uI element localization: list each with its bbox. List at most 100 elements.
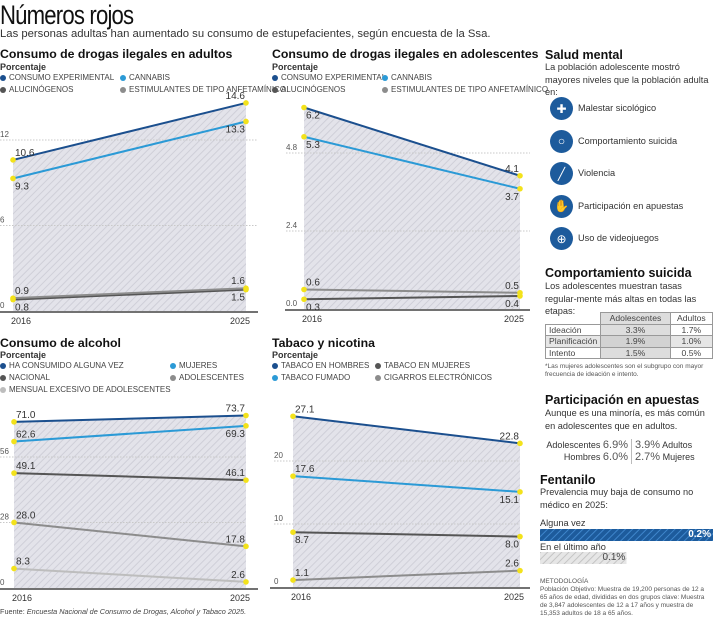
source-text: Encuesta Nacional de Consumo de Drogas, …	[26, 607, 247, 616]
fentanyl-bar-ever-track: 0.2%	[540, 529, 713, 541]
data-label: 0.3	[306, 302, 320, 313]
fentanyl-bar-value: 0.1%	[602, 552, 626, 563]
series-line	[12, 287, 247, 300]
betting-divider	[631, 439, 632, 464]
data-point	[517, 567, 523, 574]
data-label: 1.6	[231, 276, 245, 287]
data-point	[301, 296, 307, 303]
data-label: 2.6	[505, 559, 519, 570]
methodology-text: Población Objetivo: Muestra de 19,200 pe…	[540, 586, 705, 617]
data-point	[10, 157, 16, 163]
legend-swatch	[272, 86, 278, 93]
chart-unit-teens: Porcentaje	[272, 62, 319, 72]
legend-label: ESTIMULANTES DE TIPO ANFETAMÍNICO	[391, 85, 549, 94]
data-label: 8.3	[16, 557, 30, 568]
y-tick-label: 56	[0, 447, 9, 456]
y-tick-label: 2.4	[286, 221, 298, 230]
series-line	[303, 295, 521, 301]
data-point	[243, 423, 249, 429]
betting-stat-value: 6.0%	[602, 451, 628, 463]
y-tick-label: 4.8	[286, 143, 298, 152]
y-tick-label: 0	[0, 578, 5, 587]
series-line	[303, 135, 521, 190]
legend-item: TABACO EN MUJERES	[375, 361, 470, 370]
legend-item: CONSUMO EXPERIMENTAL	[0, 73, 114, 82]
betting-stat-label: Adultos	[662, 440, 693, 450]
series-line	[292, 415, 521, 445]
table-header: Adolescentes	[600, 312, 671, 325]
data-label: 10.6	[15, 148, 35, 159]
legend-label: HA CONSUMIDO ALGUNA VEZ	[9, 361, 124, 370]
data-point	[243, 100, 249, 106]
mental-health-item-label: Malestar sicológico	[578, 103, 657, 113]
legend-label: ESTIMULANTES DE TIPO ANFETAMÍNICO	[129, 85, 287, 94]
mental-health-title: Salud mental	[545, 48, 623, 62]
fentanyl-bar-year-track: 0.1%	[540, 552, 713, 564]
series-line	[303, 288, 521, 294]
data-label: 0.4	[505, 299, 519, 310]
series-line	[12, 288, 247, 301]
data-point	[11, 419, 17, 425]
legend-swatch	[375, 374, 381, 381]
data-point	[243, 543, 249, 550]
chart-unit-alcohol: Porcentaje	[0, 350, 47, 360]
chart-area-fill	[293, 416, 520, 587]
x-tick-label: 2016	[11, 316, 31, 326]
x-tick-label: 2016	[12, 593, 32, 603]
data-point	[11, 470, 17, 476]
data-point	[11, 519, 17, 526]
chart-title-tobacco: Tabaco y nicotina	[272, 336, 375, 350]
legend-swatch	[0, 362, 6, 369]
y-tick-label: 20	[274, 451, 283, 460]
y-tick-label: 10	[274, 514, 283, 523]
legend-item: MUJERES	[170, 361, 217, 370]
data-label: 15.1	[500, 495, 520, 506]
chart-title-adults: Consumo de drogas ilegales en adultos	[0, 47, 233, 61]
betting-title: Participación en apuestas	[545, 393, 700, 407]
data-label: 0.6	[306, 278, 320, 289]
legend-item: ALUCINÓGENOS	[0, 85, 73, 94]
legend-label: MUJERES	[179, 361, 218, 370]
chart-1: 0.0 2.4 4.8 2016 2025 6.2 4.1 5.3 3.7 0.3 0.4 0.6 0.…	[285, 104, 530, 324]
page-title: Números rojos	[0, 0, 134, 30]
legend-swatch	[382, 86, 388, 93]
data-label: 5.3	[306, 140, 320, 151]
table-cell: Ideación	[544, 323, 602, 336]
x-tick-label: 2025	[504, 592, 524, 602]
legend-item: MENSUAL EXCESIVO DE ADOLESCENTES	[0, 385, 171, 394]
table-cell: 1.0%	[669, 335, 713, 348]
noose-icon: ○	[550, 129, 573, 153]
legend-item: CIGARROS ELECTRÓNICOS	[375, 373, 492, 382]
table-cell: Intento	[544, 346, 602, 359]
data-label: 62.6	[16, 430, 36, 441]
series-line	[13, 472, 247, 482]
data-point	[517, 489, 523, 495]
betting-hand-icon: ✋	[550, 194, 573, 218]
table-cell: 1.9%	[600, 335, 671, 348]
gamepad-icon: ⊕	[550, 227, 573, 250]
data-label: 17.8	[226, 534, 246, 545]
betting-description: Aunque es una minoría, es más común en a…	[545, 408, 705, 431]
data-label: 17.6	[295, 464, 315, 475]
betting-stat-label: Mujeres	[662, 452, 695, 462]
suicidal-title: Comportamiento suicida	[545, 266, 692, 280]
betting-stat-value: 2.7%	[635, 451, 661, 463]
betting-stat-right: 2.7% Mujeres	[635, 451, 695, 463]
data-point	[301, 104, 307, 111]
chart-2: 0 28 56 2016 2025 71.0 73.7 62.6 69.3 49.1 46.1 28.…	[0, 404, 258, 603]
chart-3: 0 10 20 2016 2025 27.1 22.8 8.7 8.0 17.6 15.1 1.1 2.…	[270, 404, 530, 602]
data-point	[301, 133, 307, 140]
legend-item: HA CONSUMIDO ALGUNA VEZ	[0, 361, 124, 370]
legend-swatch	[0, 374, 6, 381]
fentanyl-bar-label: En el último año	[540, 542, 606, 552]
series-line	[12, 120, 247, 180]
x-tick-label: 2016	[302, 314, 322, 324]
fentanyl-bar-last-year	[540, 552, 627, 564]
data-point	[290, 529, 296, 535]
chart-area-fill	[14, 415, 246, 588]
table-cell: 0.5%	[669, 346, 713, 359]
legend-item: CANNABIS	[120, 73, 170, 82]
chart-0: 0 6 12 2016 2025 10.6 14.6 9.3 13.3 0.8 1.5 0.9 1.6	[0, 91, 258, 326]
legend-swatch	[0, 386, 6, 393]
